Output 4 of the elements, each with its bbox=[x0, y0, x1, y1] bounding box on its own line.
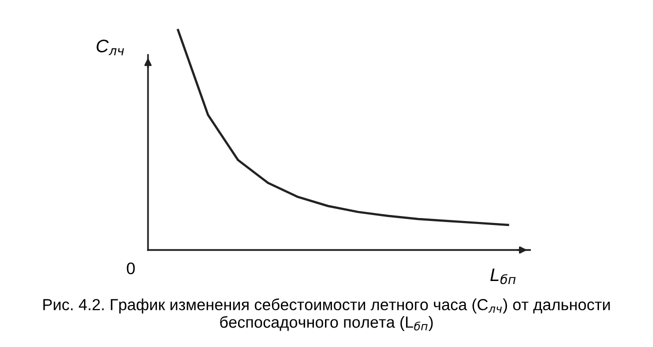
text: 0 bbox=[126, 262, 135, 274]
y-axis-title: C$_{лч}$ bbox=[96, 40, 124, 56]
x-axis-title: L$_{бп}$ bbox=[490, 268, 516, 284]
text: Рис. 4.2. График изменения себестоимости летного часа (C$_{лч}$) от дальности беспосадочного полета (L$_{бп}$) bbox=[43, 298, 610, 331]
